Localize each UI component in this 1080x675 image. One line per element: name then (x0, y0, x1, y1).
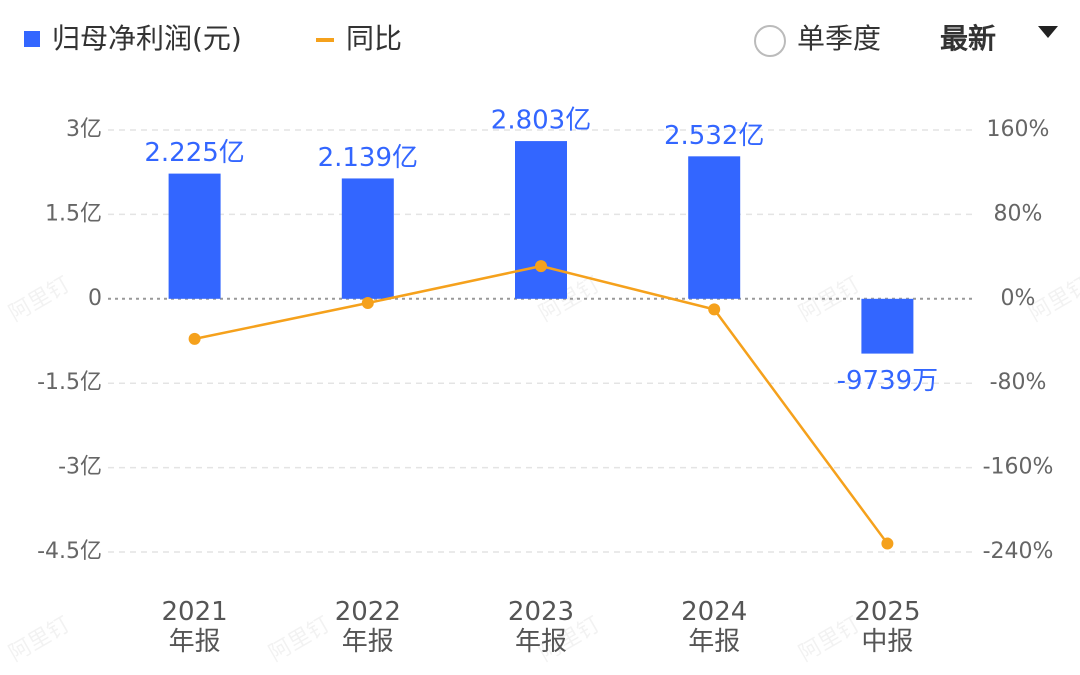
y2-tick-label: -160% (983, 455, 1054, 480)
line-point (535, 260, 547, 273)
y2-tick-label: 0% (1001, 286, 1036, 311)
dropdown-arrow[interactable] (1038, 26, 1058, 38)
x-tick-label: 2025 中报 (854, 597, 920, 657)
value-label: 2.225亿 (144, 138, 244, 168)
value-label: -9739万 (837, 366, 939, 396)
legend-label: 归母净利润(元) (52, 22, 242, 55)
bar (168, 173, 221, 299)
line-point (881, 537, 894, 550)
value-label: 2.803亿 (491, 106, 591, 136)
y2-tick-label: -80% (990, 370, 1047, 395)
legend: 归母净利润(元) 同比 (24, 22, 402, 55)
y-tick-label: 3亿 (66, 117, 102, 142)
watermark: 阿里钉 (265, 612, 335, 667)
x-tick-label: 2022 年报 (335, 597, 401, 657)
y2-tick-label: -240% (983, 539, 1054, 564)
y-tick-label: -3亿 (58, 455, 102, 480)
y-tick-label: 0 (88, 286, 102, 311)
y-tick-label: 1.5亿 (45, 201, 102, 226)
legend-label: 同比 (346, 22, 402, 55)
y2-tick-label: 160% (987, 117, 1050, 142)
y-tick-label: -4.5亿 (37, 539, 102, 564)
x-tick-label: 2021 年报 (162, 597, 228, 657)
legend-marker (316, 38, 334, 42)
bar (688, 156, 741, 299)
watermark: 阿里钉 (5, 272, 75, 327)
radio-button[interactable] (754, 25, 786, 57)
dropdown[interactable]: 最新 (940, 22, 1058, 55)
value-label: 2.139亿 (318, 143, 418, 173)
bar (341, 178, 394, 299)
x-tick-label: 2023 年报 (508, 597, 574, 657)
watermark: 阿里钉 (5, 612, 75, 667)
legend-marker (24, 31, 40, 47)
y-tick-label: -1.5亿 (37, 370, 102, 395)
bar (861, 298, 914, 354)
bar (515, 141, 567, 299)
line-point (188, 332, 201, 345)
radio-label[interactable]: 单季度 (797, 22, 881, 55)
x-tick-label: 2024 年报 (681, 597, 747, 657)
line-point (708, 303, 721, 316)
y2-tick-label: 80% (994, 201, 1043, 226)
value-label: 2.532亿 (664, 121, 764, 151)
radio[interactable]: 单季度 (754, 22, 881, 57)
dropdown-label[interactable]: 最新 (940, 22, 996, 55)
line-point (361, 297, 374, 310)
